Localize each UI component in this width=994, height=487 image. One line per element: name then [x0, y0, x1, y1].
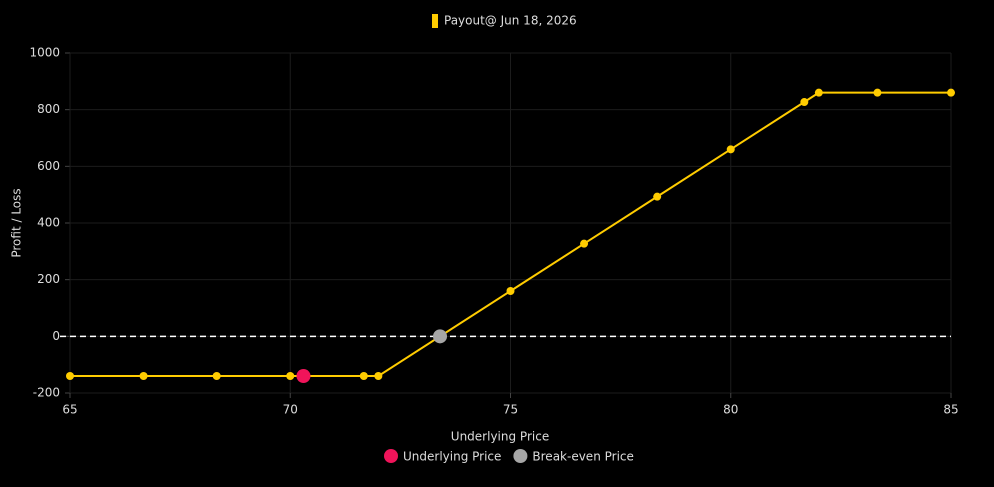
legend-label: Payout@ Jun 18, 2026	[444, 14, 577, 28]
data-point	[580, 239, 589, 248]
x-tick-label: 80	[723, 403, 738, 417]
data-point	[814, 88, 823, 97]
x-tick-label: 85	[943, 403, 958, 417]
data-point	[653, 192, 662, 201]
marker-point	[296, 369, 311, 383]
y-tick-label: 1000	[29, 46, 60, 60]
x-tick-label: 75	[503, 403, 518, 417]
legend-swatch	[432, 14, 438, 28]
y-tick-label: 600	[37, 159, 60, 173]
y-axis-label: Profit / Loss	[10, 188, 24, 257]
data-point	[374, 372, 383, 380]
y-tick-label: -200	[33, 386, 60, 400]
legend-label: Underlying Price	[403, 450, 501, 464]
marker-point	[433, 329, 448, 344]
legend-swatch	[384, 449, 398, 463]
data-point	[139, 372, 148, 380]
legend-label: Break-even Price	[532, 450, 633, 464]
x-tick-label: 65	[62, 403, 77, 417]
data-point	[947, 88, 955, 97]
data-point	[873, 88, 882, 97]
data-point	[506, 287, 515, 295]
data-point	[800, 98, 809, 107]
y-tick-label: 200	[37, 272, 60, 286]
data-point	[726, 145, 735, 154]
data-point	[66, 372, 74, 380]
data-point	[359, 372, 368, 380]
data-point	[212, 372, 221, 380]
y-tick-label: 400	[37, 216, 60, 230]
data-point	[286, 372, 295, 380]
x-axis-label: Underlying Price	[451, 430, 549, 444]
x-tick-label: 70	[283, 403, 298, 417]
y-tick-label: 0	[52, 329, 60, 343]
legend-swatch	[513, 449, 528, 463]
y-tick-label: 800	[37, 102, 60, 116]
